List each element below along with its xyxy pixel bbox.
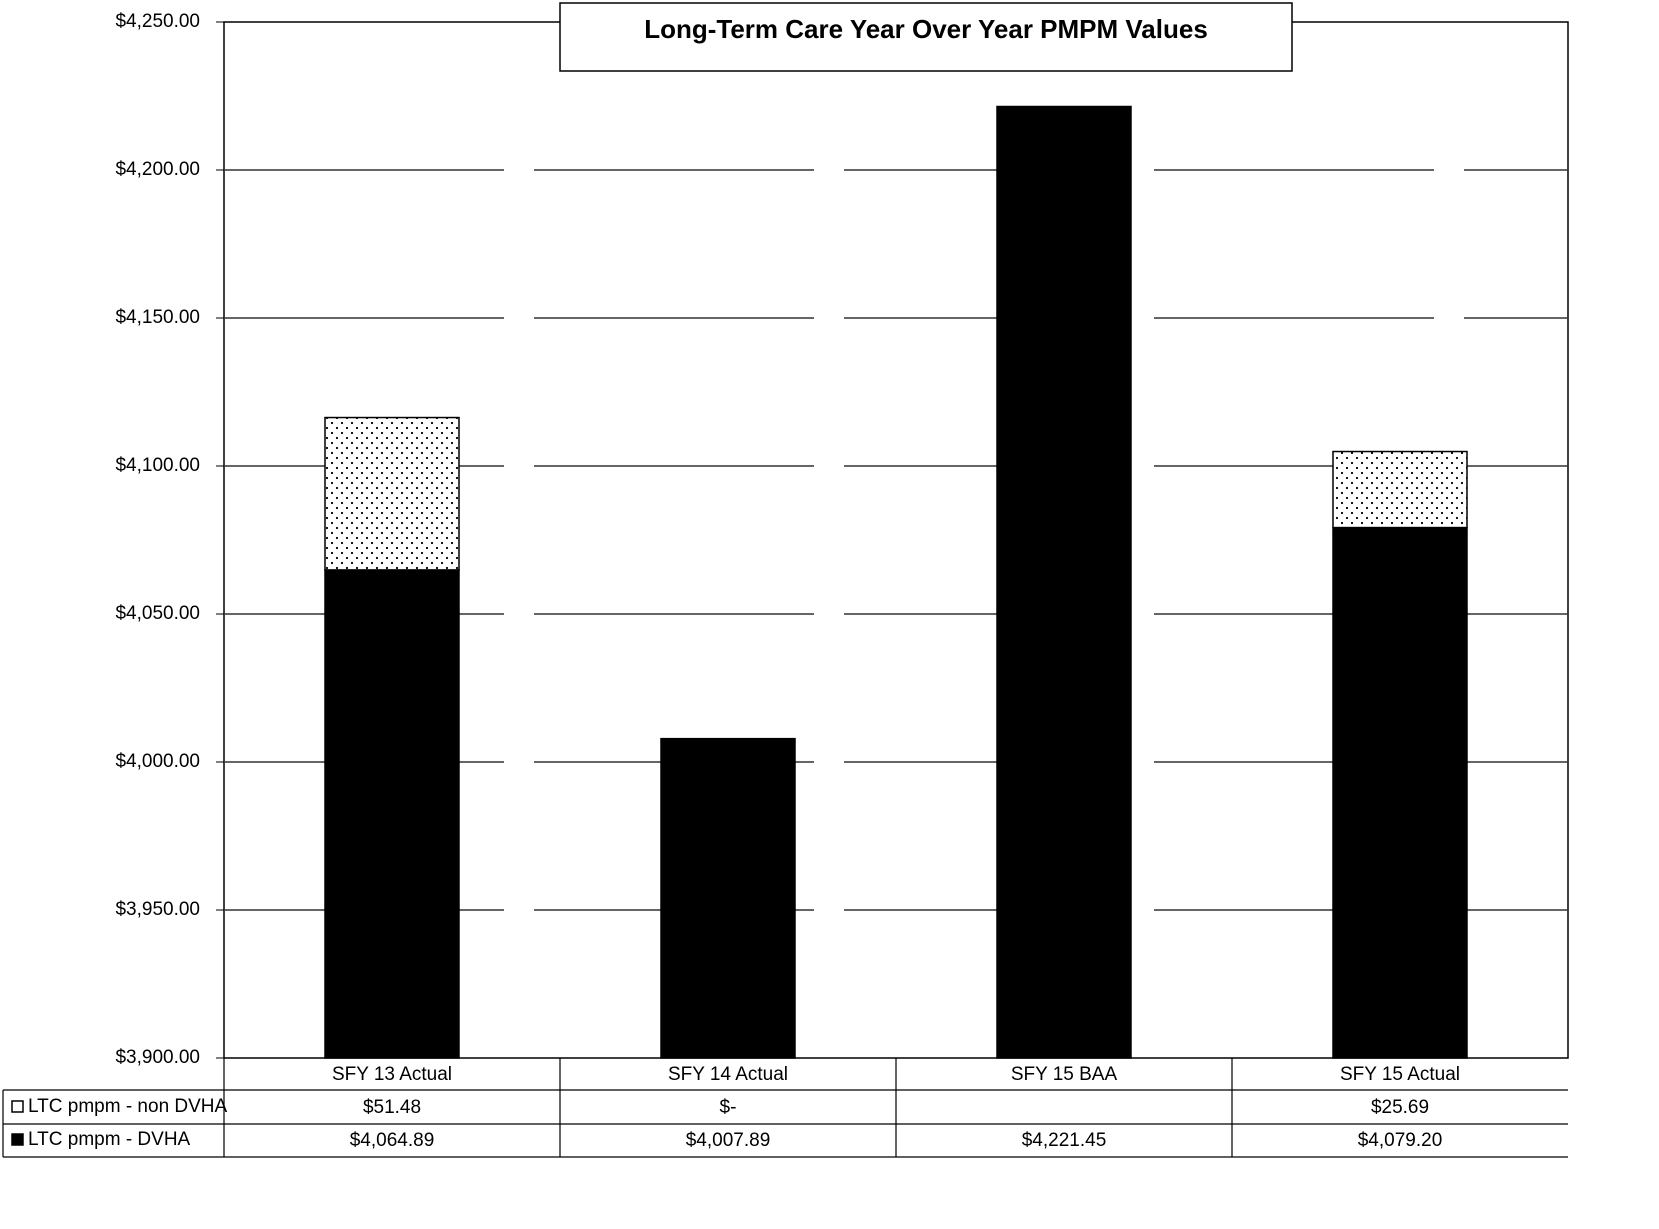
title-box [559, 2, 1293, 72]
bar-segment [660, 737, 796, 1059]
x-tick-label: SFY 15 BAA [1011, 1064, 1118, 1085]
value-label: $4,079.20 [1358, 1130, 1443, 1151]
y-tick-label: $4,050.00 [115, 603, 200, 624]
value-label: $51.48 [363, 1097, 421, 1118]
y-tick-label: $4,200.00 [115, 159, 200, 180]
legend-label: LTC pmpm - DVHA [28, 1129, 191, 1150]
y-tick-label: $4,150.00 [115, 307, 200, 328]
legend-label: LTC pmpm - non DVHA [28, 1096, 228, 1117]
y-tick-label: $3,950.00 [115, 899, 200, 920]
bar-segment [324, 569, 460, 1059]
value-label: $4,064.89 [350, 1130, 435, 1151]
chart-title: Long-Term Care Year Over Year PMPM Value… [644, 14, 1208, 44]
value-label: $- [720, 1097, 737, 1118]
x-tick-label: SFY 15 Actual [1340, 1064, 1460, 1085]
legend-swatch [11, 1100, 24, 1113]
value-label: $4,221.45 [1022, 1130, 1107, 1151]
bar-segment [1332, 526, 1468, 1059]
bar-segment [1332, 450, 1468, 529]
value-label: $25.69 [1371, 1097, 1429, 1118]
y-tick-label: $4,100.00 [115, 455, 200, 476]
x-tick-label: SFY 13 Actual [332, 1064, 452, 1085]
y-tick-label: $4,000.00 [115, 751, 200, 772]
table-frame [2, 1058, 1568, 1158]
bar-segment [324, 416, 460, 571]
bar-segment [996, 105, 1132, 1059]
y-tick-label: $4,250.00 [115, 11, 200, 32]
y-tick-label: $3,900.00 [115, 1047, 200, 1068]
value-label: $4,007.89 [686, 1130, 771, 1151]
x-tick-label: SFY 14 Actual [668, 1064, 788, 1085]
legend-swatch [11, 1133, 24, 1146]
